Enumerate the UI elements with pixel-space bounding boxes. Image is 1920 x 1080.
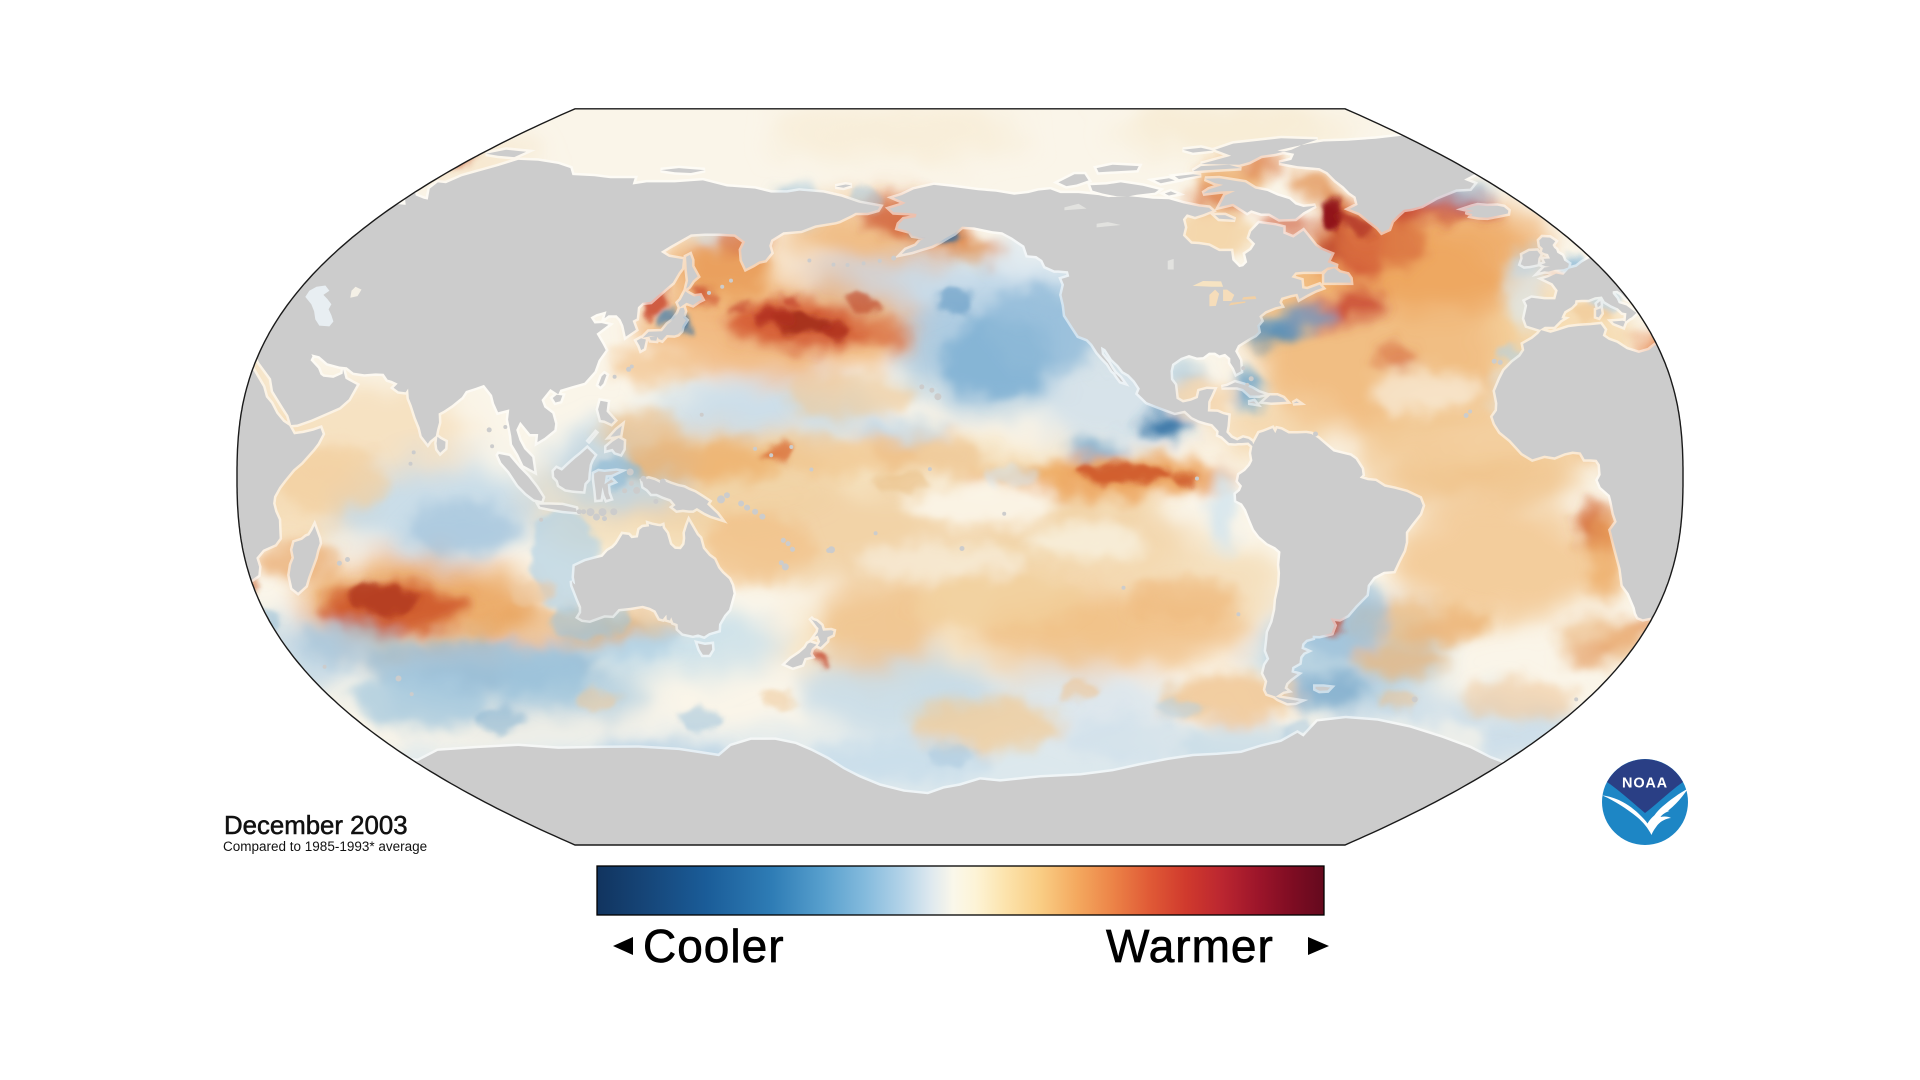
svg-text:Cooler: Cooler <box>643 920 785 972</box>
svg-text:Compared to 1985-1993* average: Compared to 1985-1993* average <box>223 839 427 854</box>
svg-text:NOAA: NOAA <box>1622 776 1668 792</box>
svg-text:Warmer: Warmer <box>1106 920 1274 972</box>
svg-text:December 2003: December 2003 <box>224 812 408 840</box>
